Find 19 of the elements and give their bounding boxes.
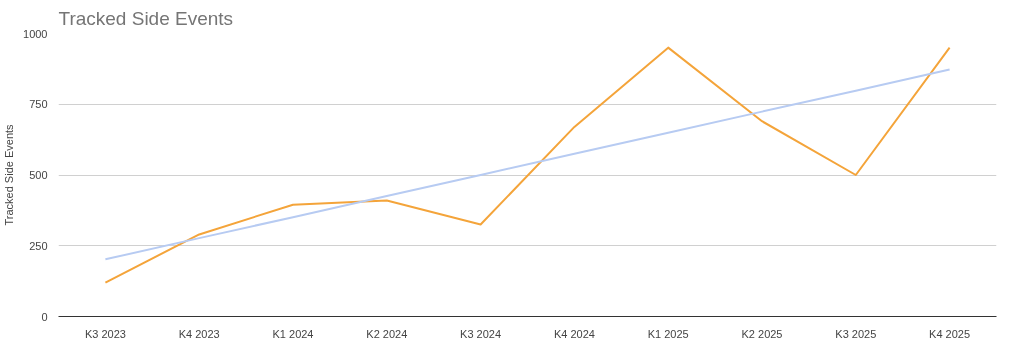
x-tick-label: K3 2023 bbox=[84, 327, 126, 340]
line-series bbox=[104, 46, 951, 284]
x-tick-label: K1 2024 bbox=[272, 327, 314, 340]
x-tick-label: K2 2024 bbox=[366, 327, 408, 340]
chart-title: Tracked Side Events bbox=[58, 7, 234, 29]
x-tick-label: K3 2024 bbox=[460, 327, 502, 340]
y-tick-label: 750 bbox=[29, 98, 48, 111]
y-tick-label: 0 bbox=[41, 310, 48, 323]
x-tick-label: K3 2025 bbox=[835, 327, 877, 340]
y-tick-label: 500 bbox=[29, 169, 48, 181]
y-tick-label: 250 bbox=[29, 239, 48, 252]
y-axis-title: Tracked Side Events bbox=[3, 123, 16, 226]
x-tick-label: K1 2025 bbox=[647, 327, 689, 340]
x-tick-label: K4 2024 bbox=[553, 327, 595, 340]
y-tick-label: 1000 bbox=[23, 27, 48, 40]
line-series bbox=[104, 68, 951, 261]
x-tick-label: K2 2025 bbox=[741, 327, 783, 340]
x-tick-label: K4 2025 bbox=[929, 327, 971, 340]
x-tick-label: K4 2023 bbox=[178, 327, 220, 340]
